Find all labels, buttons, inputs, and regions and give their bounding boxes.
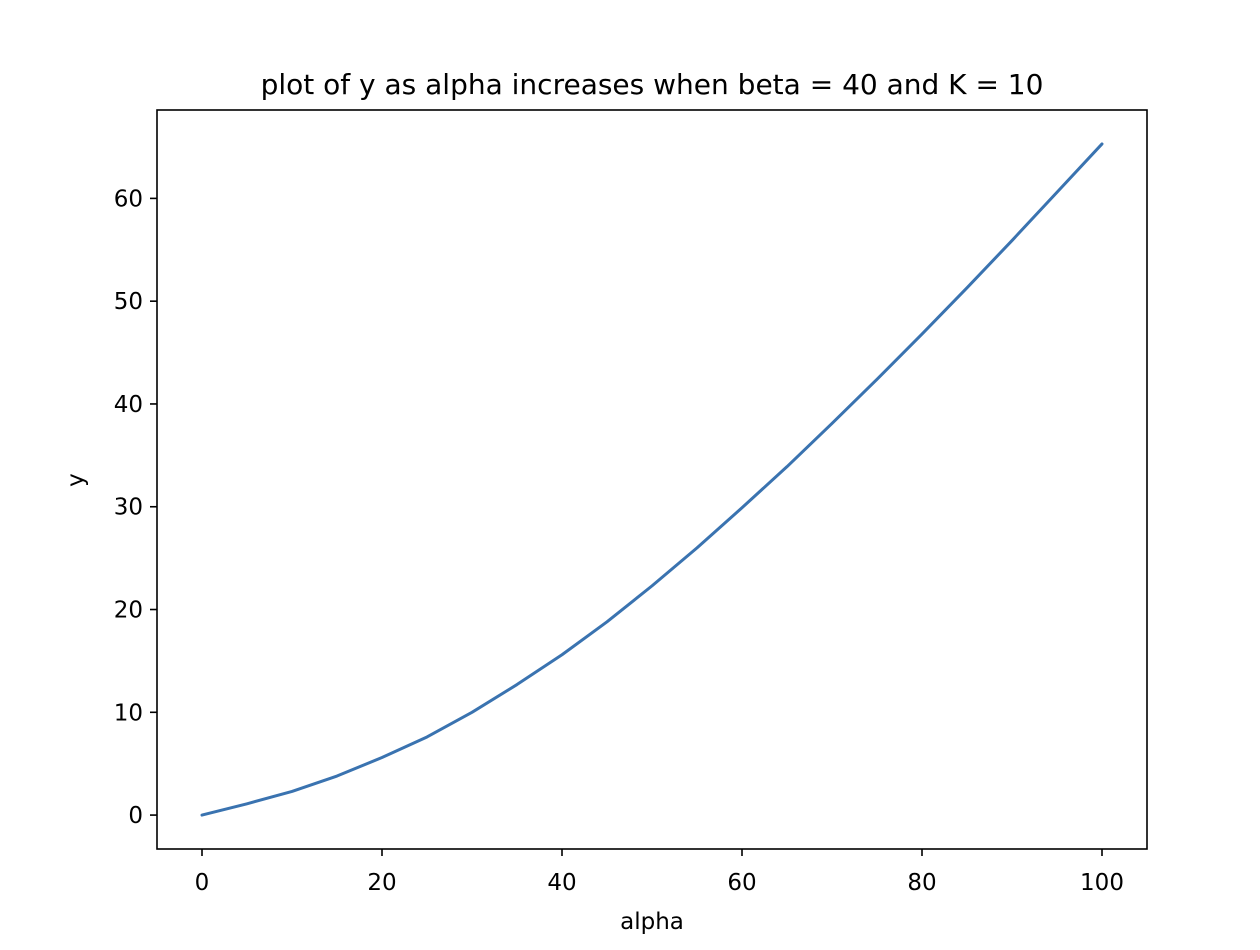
plot-frame bbox=[156, 109, 1148, 850]
y-tick-label: 40 bbox=[114, 392, 143, 418]
y-axis-label: y bbox=[63, 473, 89, 487]
y-tick-label: 50 bbox=[114, 289, 143, 315]
y-tick-label: 20 bbox=[114, 598, 143, 624]
y-tick-label: 30 bbox=[114, 495, 143, 521]
series-line bbox=[200, 142, 1104, 817]
axis-ticks: 0 20 40 60 80 100 0 10 20 30 40 50 60 bbox=[114, 186, 1124, 896]
x-tick-label: 60 bbox=[727, 870, 756, 896]
x-tick-label: 40 bbox=[547, 870, 576, 896]
y-tick-label: 0 bbox=[128, 803, 143, 829]
x-tick-label: 100 bbox=[1080, 870, 1124, 896]
x-tick-label: 20 bbox=[367, 870, 396, 896]
x-axis-label: alpha bbox=[620, 909, 684, 935]
y-tick-label: 10 bbox=[114, 700, 143, 726]
x-tick-label: 0 bbox=[195, 870, 210, 896]
y-tick-label: 60 bbox=[114, 186, 143, 212]
x-tick-label: 80 bbox=[907, 870, 936, 896]
chart-title: plot of y as alpha increases when beta =… bbox=[261, 68, 1044, 101]
